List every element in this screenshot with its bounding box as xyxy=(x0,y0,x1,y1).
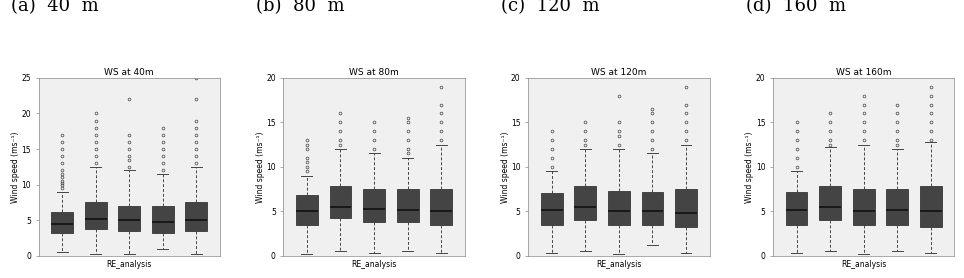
Title: WS at 80m: WS at 80m xyxy=(349,68,399,77)
Title: WS at 40m: WS at 40m xyxy=(104,68,154,77)
PathPatch shape xyxy=(575,186,596,220)
X-axis label: RE_analysis: RE_analysis xyxy=(107,260,152,269)
X-axis label: RE_analysis: RE_analysis xyxy=(351,260,397,269)
PathPatch shape xyxy=(641,192,663,225)
PathPatch shape xyxy=(152,206,174,233)
Title: WS at 160m: WS at 160m xyxy=(836,68,892,77)
X-axis label: RE_analysis: RE_analysis xyxy=(841,260,886,269)
Y-axis label: Wind speed (ms⁻¹): Wind speed (ms⁻¹) xyxy=(255,131,265,203)
Title: WS at 120m: WS at 120m xyxy=(591,68,647,77)
PathPatch shape xyxy=(786,192,808,225)
PathPatch shape xyxy=(363,189,385,222)
PathPatch shape xyxy=(541,193,563,225)
X-axis label: RE_analysis: RE_analysis xyxy=(596,260,642,269)
Y-axis label: Wind speed (ms⁻¹): Wind speed (ms⁻¹) xyxy=(11,131,20,203)
PathPatch shape xyxy=(185,202,207,231)
Text: (c)  120  m: (c) 120 m xyxy=(501,0,600,16)
Y-axis label: Wind speed (ms⁻¹): Wind speed (ms⁻¹) xyxy=(500,131,510,203)
PathPatch shape xyxy=(819,186,841,220)
PathPatch shape xyxy=(119,206,140,231)
PathPatch shape xyxy=(397,189,418,222)
PathPatch shape xyxy=(675,189,697,227)
Y-axis label: Wind speed (ms⁻¹): Wind speed (ms⁻¹) xyxy=(745,131,755,203)
PathPatch shape xyxy=(296,195,318,225)
PathPatch shape xyxy=(51,212,73,233)
PathPatch shape xyxy=(920,186,942,227)
Text: (a)  40  m: (a) 40 m xyxy=(12,0,99,16)
Text: (b)  80  m: (b) 80 m xyxy=(256,0,345,16)
PathPatch shape xyxy=(85,202,107,229)
PathPatch shape xyxy=(853,189,874,225)
Text: (d)  160  m: (d) 160 m xyxy=(746,0,846,16)
PathPatch shape xyxy=(608,191,629,225)
PathPatch shape xyxy=(430,189,452,225)
PathPatch shape xyxy=(330,186,352,219)
PathPatch shape xyxy=(886,189,908,225)
